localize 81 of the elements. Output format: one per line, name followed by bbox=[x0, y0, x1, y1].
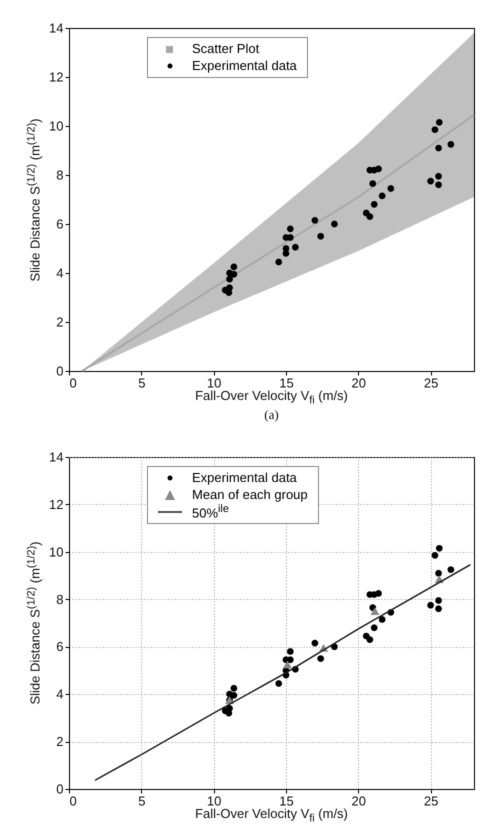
y-tick-label: 12 bbox=[49, 496, 64, 512]
text: (a) bbox=[264, 407, 279, 423]
point bbox=[230, 264, 238, 270]
y-tick-label: 0 bbox=[56, 782, 64, 796]
x-tick-label: 5 bbox=[138, 376, 146, 390]
legend-label: Mean of each group bbox=[192, 487, 308, 502]
y-tick-label: 6 bbox=[56, 639, 64, 654]
legend-label: Scatter Plot bbox=[192, 41, 260, 56]
x-axis-title: Fall-Over Velocity V$_{fi}$ (m/s) bbox=[195, 388, 348, 407]
point bbox=[436, 118, 443, 126]
point bbox=[312, 640, 318, 647]
y-tick-label: 14 bbox=[49, 20, 64, 36]
point bbox=[370, 624, 378, 632]
point bbox=[432, 552, 438, 559]
point bbox=[230, 684, 238, 692]
point bbox=[435, 570, 442, 577]
line-series bbox=[94, 564, 472, 781]
y-tick-label: 0 bbox=[56, 364, 64, 378]
x-tick-label: 20 bbox=[352, 794, 366, 808]
point bbox=[448, 566, 454, 573]
point bbox=[435, 181, 442, 188]
point bbox=[226, 276, 233, 282]
y-tick-label: 8 bbox=[56, 592, 64, 607]
point bbox=[378, 616, 386, 623]
legend-label: Experimental data bbox=[192, 470, 297, 485]
point bbox=[282, 245, 290, 252]
y-tick-label: 8 bbox=[56, 168, 64, 182]
point bbox=[275, 258, 282, 266]
x-tick-label: 20 bbox=[352, 376, 366, 390]
point bbox=[226, 705, 233, 712]
x-tick-label: 10 bbox=[206, 376, 222, 390]
y-tick-label: 6 bbox=[56, 216, 64, 232]
point bbox=[370, 201, 378, 208]
legend-label: 50%$^{ile}$ bbox=[192, 502, 229, 520]
point bbox=[317, 655, 324, 662]
point bbox=[435, 144, 442, 152]
point bbox=[427, 178, 434, 184]
y-tick-label: 14 bbox=[49, 450, 64, 464]
point bbox=[378, 192, 386, 200]
y-tick-label: 4 bbox=[56, 266, 64, 280]
y-tick-label: 10 bbox=[49, 544, 64, 560]
point bbox=[448, 141, 454, 148]
point bbox=[435, 172, 442, 180]
legend-label: Experimental data bbox=[192, 58, 297, 73]
point bbox=[375, 166, 382, 172]
point bbox=[286, 226, 294, 232]
point bbox=[436, 544, 443, 552]
x-tick-label: 25 bbox=[424, 376, 438, 390]
point bbox=[317, 232, 324, 240]
x-tick-label: 10 bbox=[206, 794, 222, 808]
point bbox=[230, 692, 238, 699]
point bbox=[275, 680, 282, 687]
point bbox=[282, 660, 292, 668]
x-tick-label: 5 bbox=[138, 794, 146, 808]
point bbox=[370, 607, 380, 616]
point bbox=[286, 648, 294, 655]
x-tick-label: 15 bbox=[279, 376, 294, 390]
x-tick-label: 15 bbox=[279, 794, 294, 808]
point bbox=[366, 636, 374, 643]
point bbox=[312, 216, 318, 224]
point bbox=[369, 180, 376, 187]
x-axis-title: Fall-Over Velocity V$_{fi}$ (m/s) bbox=[195, 806, 348, 825]
y-tick-label: 2 bbox=[56, 314, 64, 330]
point bbox=[331, 220, 338, 228]
x-tick-label: 0 bbox=[70, 376, 77, 390]
x-tick-label: 25 bbox=[424, 794, 438, 808]
point bbox=[435, 597, 442, 604]
point bbox=[375, 590, 382, 597]
point bbox=[427, 602, 434, 609]
point bbox=[226, 284, 233, 292]
point bbox=[292, 244, 299, 251]
point bbox=[230, 270, 238, 278]
point bbox=[435, 605, 442, 612]
y-tick-label: 12 bbox=[49, 70, 64, 84]
point bbox=[387, 185, 394, 192]
point bbox=[432, 126, 438, 134]
x-tick-label: 0 bbox=[70, 794, 77, 808]
y-tick-label: 10 bbox=[49, 118, 64, 134]
y-tick-label: 4 bbox=[56, 686, 64, 702]
point bbox=[366, 213, 374, 220]
y-tick-label: 2 bbox=[56, 734, 64, 750]
